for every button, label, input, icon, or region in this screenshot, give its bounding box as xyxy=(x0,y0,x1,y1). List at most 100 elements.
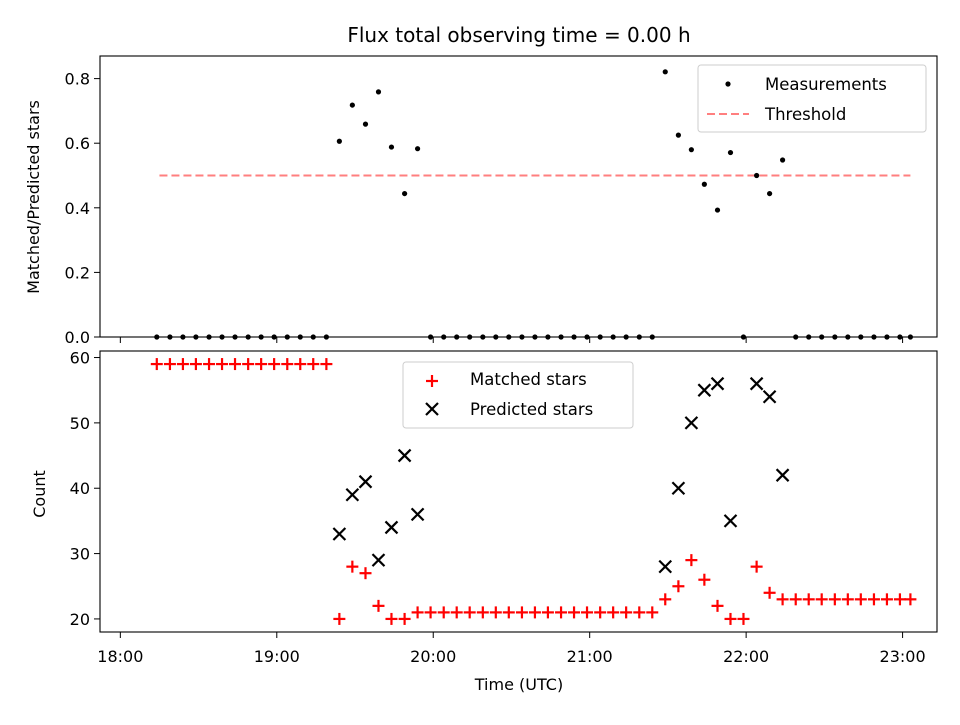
matched-star-marker xyxy=(646,606,659,619)
predicted-star-stroke xyxy=(371,553,386,567)
matched-star-marker xyxy=(242,358,255,371)
predicted-star-stroke xyxy=(397,448,412,463)
x-tick-label: 20:00 xyxy=(410,647,456,666)
x-tick-label: 23:00 xyxy=(880,647,926,666)
measurement-point xyxy=(701,181,707,187)
legend-measurements-marker xyxy=(725,81,731,87)
matched-star-marker xyxy=(607,606,620,619)
measurement-point xyxy=(662,69,668,75)
predicted-star-marker xyxy=(410,507,425,522)
chart-title: Flux total observing time = 0.00 h xyxy=(347,23,690,47)
matched-star-marker xyxy=(776,593,789,606)
legend-matched-marker xyxy=(426,375,438,387)
measurement-point xyxy=(349,102,355,108)
matched-star-marker xyxy=(568,606,581,619)
measurement-point xyxy=(388,144,395,150)
matched-star-marker xyxy=(594,606,607,619)
predicted-star-stroke xyxy=(762,389,777,404)
matched-star-marker xyxy=(724,612,737,625)
predicted-star-stroke xyxy=(723,514,738,528)
predicted-star-stroke xyxy=(658,559,673,574)
matched-star-marker xyxy=(750,560,763,573)
matched-star-marker xyxy=(398,612,411,625)
top-x-ticks xyxy=(119,337,904,343)
matched-star-marker xyxy=(424,606,437,619)
top-y-axis-label: Matched/Predicted stars xyxy=(24,100,43,294)
matched-star-marker xyxy=(255,358,268,371)
matched-star-marker xyxy=(659,593,672,606)
measurement-point xyxy=(336,138,342,144)
bottom-ytick-label: 50 xyxy=(70,414,90,433)
matched-star-marker xyxy=(385,612,398,625)
matched-star-marker xyxy=(150,358,163,371)
matched-star-marker xyxy=(789,593,802,606)
measurement-point xyxy=(754,172,760,179)
matched-star-marker xyxy=(489,606,502,619)
matched-star-marker xyxy=(672,580,685,593)
predicted-star-stroke xyxy=(332,527,347,541)
predicted-star-marker xyxy=(723,514,738,528)
top-ytick-label: 0.8 xyxy=(65,70,90,89)
matched-star-marker xyxy=(346,560,359,573)
legend-matched-label: Matched stars xyxy=(470,370,587,389)
predicted-star-stroke xyxy=(358,474,373,489)
measurement-point xyxy=(767,190,773,197)
top-ytick-label: 0.0 xyxy=(65,328,90,347)
bottom-y-ticks: 20 30 40 50 60 xyxy=(70,349,100,629)
predicted-star-stroke xyxy=(345,487,360,502)
matched-star-marker xyxy=(163,358,176,371)
matched-star-marker xyxy=(476,606,489,619)
matched-star-marker xyxy=(372,599,385,612)
matched-star-marker xyxy=(815,593,828,606)
matched-star-marker xyxy=(880,593,893,606)
predicted-star-marker xyxy=(671,481,686,496)
predicted-star-marker xyxy=(371,553,386,567)
matched-star-marker xyxy=(763,586,776,599)
top-axes-frame xyxy=(99,55,938,338)
predicted-star-marker xyxy=(697,383,712,397)
bottom-axes-frame xyxy=(99,350,938,633)
measurement-point xyxy=(727,149,734,156)
measurement-point xyxy=(714,207,721,213)
matched-star-marker xyxy=(828,593,841,606)
matched-star-marker xyxy=(711,599,724,612)
predicted-star-marker xyxy=(345,487,360,502)
x-axis-label: Time (UTC) xyxy=(474,675,563,694)
matched-star-marker xyxy=(581,606,594,619)
legend-measurements-label: Measurements xyxy=(765,75,887,94)
predicted-star-marker xyxy=(762,389,777,404)
top-y-ticks: 0.0 0.2 0.4 0.6 0.8 xyxy=(65,70,100,347)
measurement-point xyxy=(688,147,694,153)
matched-star-marker xyxy=(802,593,815,606)
predicted-star-marker xyxy=(775,468,790,482)
predicted-star-stroke xyxy=(775,468,790,482)
predicted-star-marker xyxy=(658,559,673,574)
predicted-star-stroke xyxy=(410,507,425,522)
measurement-point xyxy=(375,89,382,95)
bottom-ytick-label: 30 xyxy=(70,545,90,564)
predicted-star-marker xyxy=(749,376,764,391)
predicted-star-marker xyxy=(684,416,699,430)
measurement-point xyxy=(414,146,421,152)
predicted-star-stroke xyxy=(384,520,399,535)
matched-star-marker xyxy=(450,606,463,619)
bottom-x-ticks: 18:00 19:00 20:00 21:00 22:00 23:00 xyxy=(97,632,926,666)
matched-star-marker xyxy=(203,358,216,371)
predicted-star-stroke xyxy=(749,376,764,391)
bottom-axes: Count Time (UTC) 20 30 40 50 60 18:00 19:00 20… xyxy=(30,349,938,694)
x-tick-label: 21:00 xyxy=(567,647,613,666)
matched-star-marker xyxy=(359,567,372,580)
predicted-star-marker xyxy=(397,448,412,463)
matched-star-marker xyxy=(463,606,476,619)
matched-star-marker xyxy=(904,593,917,606)
measurement-point xyxy=(362,121,369,127)
matched-star-marker xyxy=(685,554,698,567)
matched-star-marker xyxy=(854,593,867,606)
measurement-point xyxy=(779,157,786,163)
matched-star-marker xyxy=(281,358,294,371)
matched-star-marker xyxy=(320,358,333,371)
top-ytick-label: 0.6 xyxy=(65,134,90,153)
predicted-star-marker xyxy=(384,520,399,535)
bottom-y-axis-label: Count xyxy=(30,470,49,518)
matched-star-marker xyxy=(437,606,450,619)
